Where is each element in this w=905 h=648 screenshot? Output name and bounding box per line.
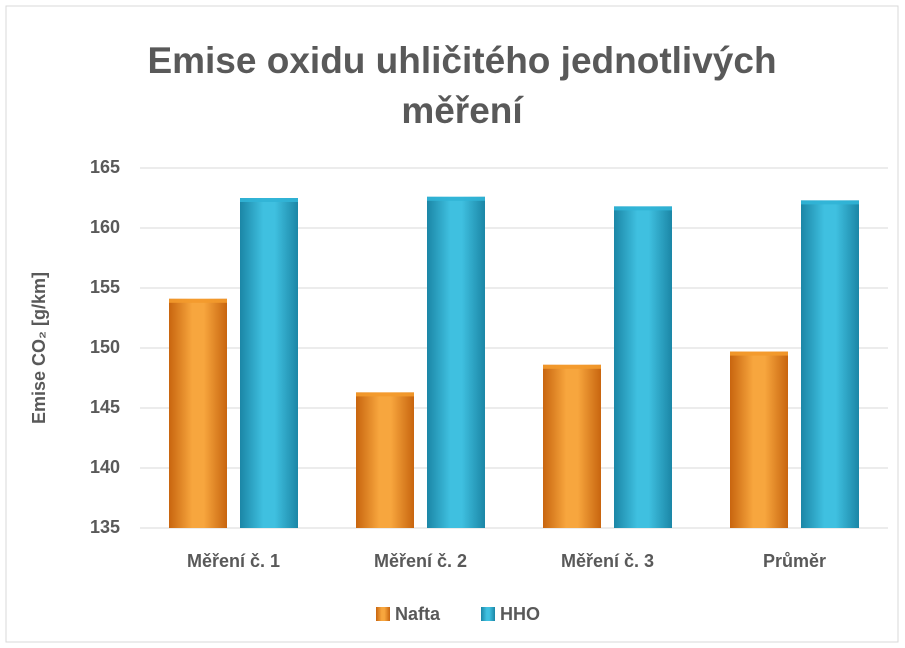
bar — [240, 198, 298, 528]
bar-cap — [543, 364, 601, 369]
bar-cap — [801, 200, 859, 205]
bar — [543, 364, 601, 528]
x-tick-label: Měření č. 1 — [187, 551, 280, 571]
legend-label: Nafta — [395, 604, 441, 624]
bar — [730, 351, 788, 528]
y-axis-label: Emise CO₂ [g/km] — [29, 272, 49, 424]
bar-cap — [427, 196, 485, 201]
legend-swatch — [376, 607, 390, 621]
chart-border — [5, 5, 899, 643]
legend-label: HHO — [500, 604, 540, 624]
y-tick-label: 140 — [90, 457, 120, 477]
y-tick-label: 160 — [90, 217, 120, 237]
bar — [801, 200, 859, 528]
bar — [356, 392, 414, 528]
x-tick-label: Měření č. 2 — [374, 551, 467, 571]
bar — [427, 196, 485, 529]
bar-cap — [240, 198, 298, 202]
y-tick-label: 145 — [90, 397, 120, 417]
y-tick-label: 150 — [90, 337, 120, 357]
x-tick-label: Průměr — [763, 551, 826, 571]
y-tick-label: 135 — [90, 517, 120, 537]
bar-cap — [169, 298, 227, 303]
bar-cap — [356, 392, 414, 397]
y-tick-label: 165 — [90, 157, 120, 177]
bar — [169, 298, 227, 528]
bar-cap — [614, 206, 672, 211]
chart-title: Emise oxidu uhličitého jednotlivých měře… — [147, 40, 777, 131]
y-tick-label: 155 — [90, 277, 120, 297]
bar-cap — [730, 351, 788, 356]
legend-swatch — [481, 607, 495, 621]
x-tick-label: Měření č. 3 — [561, 551, 654, 571]
bar — [614, 206, 672, 528]
